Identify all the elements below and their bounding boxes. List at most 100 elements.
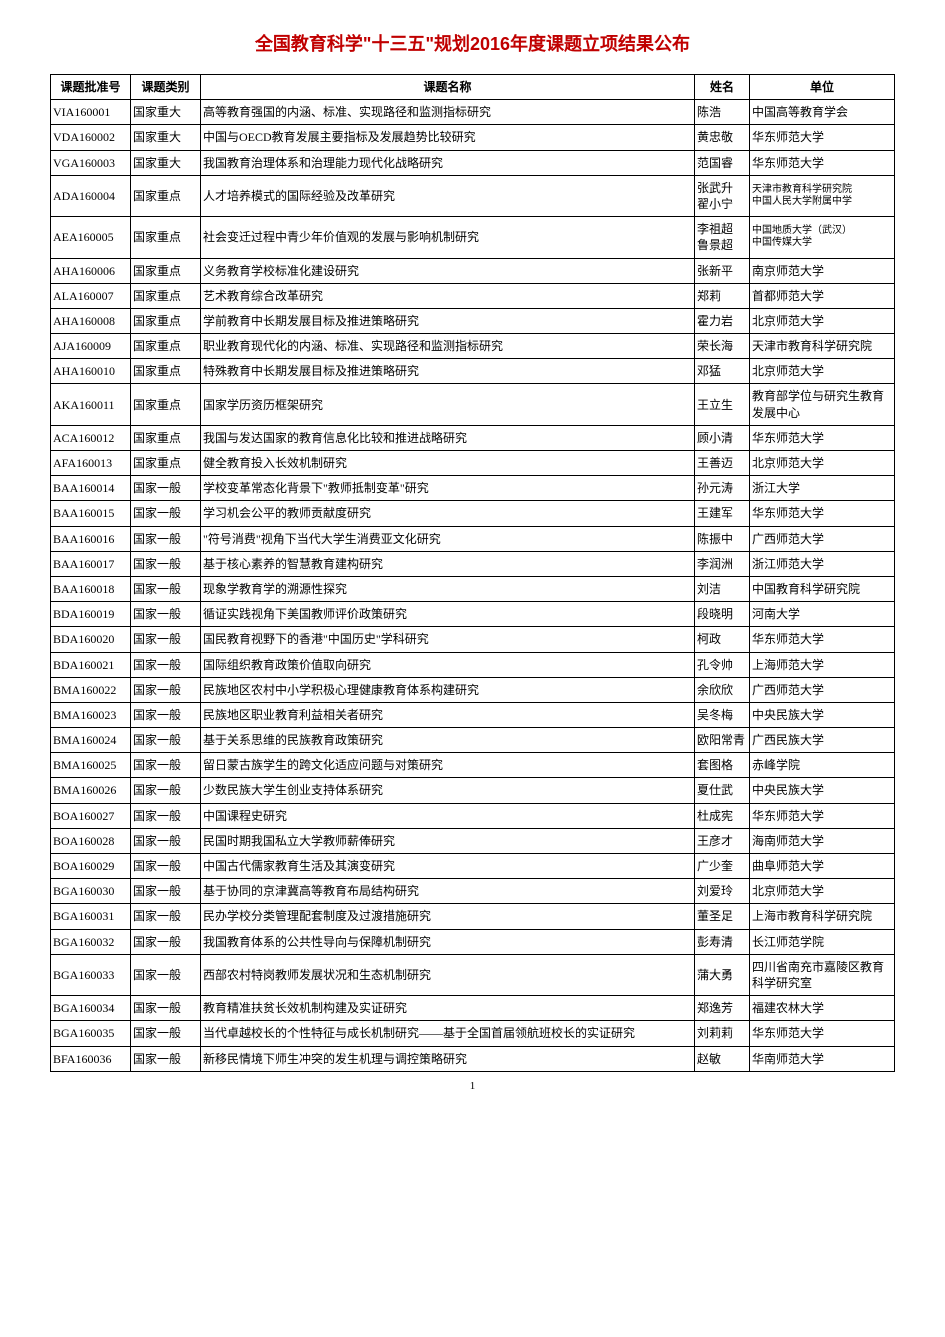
cell-unit: 河南大学 <box>750 602 895 627</box>
cell-cat: 国家重点 <box>131 359 201 384</box>
table-row: BGA160035国家一般当代卓越校长的个性特征与成长机制研究——基于全国首届领… <box>51 1021 895 1046</box>
cell-unit: 华东师范大学 <box>750 125 895 150</box>
cell-name: 孔令帅 <box>695 652 750 677</box>
cell-unit: 广西师范大学 <box>750 526 895 551</box>
cell-name: 广少奎 <box>695 854 750 879</box>
cell-name: 柯政 <box>695 627 750 652</box>
cell-name: 顾小清 <box>695 425 750 450</box>
table-row: BDA160019国家一般循证实践视角下美国教师评价政策研究段晓明河南大学 <box>51 602 895 627</box>
cell-unit: 赤峰学院 <box>750 753 895 778</box>
cell-unit: 中国地质大学（武汉）中国传媒大学 <box>750 217 895 258</box>
cell-name: 霍力岩 <box>695 308 750 333</box>
cell-id: ALA160007 <box>51 283 131 308</box>
cell-unit: 北京师范大学 <box>750 308 895 333</box>
table-row: AFA160013国家重点健全教育投入长效机制研究王善迈北京师范大学 <box>51 451 895 476</box>
table-row: BOA160027国家一般中国课程史研究杜成宪华东师范大学 <box>51 803 895 828</box>
cell-unit: 华东师范大学 <box>750 803 895 828</box>
cell-cat: 国家一般 <box>131 576 201 601</box>
cell-unit: 上海师范大学 <box>750 652 895 677</box>
cell-topic: 国家学历资历框架研究 <box>201 384 695 425</box>
cell-name: 彭寿清 <box>695 929 750 954</box>
cell-id: AHA160008 <box>51 308 131 333</box>
cell-id: BGA160033 <box>51 954 131 995</box>
cell-cat: 国家一般 <box>131 501 201 526</box>
cell-name: 段晓明 <box>695 602 750 627</box>
cell-name: 张武升翟小宁 <box>695 175 750 216</box>
cell-id: BGA160034 <box>51 996 131 1021</box>
cell-topic: 学前教育中长期发展目标及推进策略研究 <box>201 308 695 333</box>
cell-topic: 民族地区职业教育利益相关者研究 <box>201 702 695 727</box>
cell-cat: 国家重点 <box>131 334 201 359</box>
cell-topic: 人才培养模式的国际经验及改革研究 <box>201 175 695 216</box>
cell-topic: 少数民族大学生创业支持体系研究 <box>201 778 695 803</box>
cell-name: 董圣足 <box>695 904 750 929</box>
table-row: BMA160023国家一般民族地区职业教育利益相关者研究吴冬梅中央民族大学 <box>51 702 895 727</box>
cell-topic: 学校变革常态化背景下"教师抵制变革"研究 <box>201 476 695 501</box>
cell-name: 黄忠敬 <box>695 125 750 150</box>
table-row: BGA160033国家一般西部农村特岗教师发展状况和生态机制研究蒲大勇四川省南充… <box>51 954 895 995</box>
cell-topic: 循证实践视角下美国教师评价政策研究 <box>201 602 695 627</box>
cell-id: BMA160026 <box>51 778 131 803</box>
cell-unit: 首都师范大学 <box>750 283 895 308</box>
cell-id: BAA160016 <box>51 526 131 551</box>
cell-id: AKA160011 <box>51 384 131 425</box>
cell-unit: 华东师范大学 <box>750 627 895 652</box>
cell-id: BAA160018 <box>51 576 131 601</box>
cell-topic: 中国古代儒家教育生活及其演变研究 <box>201 854 695 879</box>
cell-id: BDA160021 <box>51 652 131 677</box>
table-row: BAA160015国家一般学习机会公平的教师贡献度研究王建军华东师范大学 <box>51 501 895 526</box>
cell-name: 陈浩 <box>695 100 750 125</box>
cell-id: BMA160022 <box>51 677 131 702</box>
cell-id: ADA160004 <box>51 175 131 216</box>
cell-cat: 国家一般 <box>131 803 201 828</box>
cell-id: BMA160023 <box>51 702 131 727</box>
cell-cat: 国家一般 <box>131 854 201 879</box>
table-row: BMA160025国家一般留日蒙古族学生的跨文化适应问题与对策研究套图格赤峰学院 <box>51 753 895 778</box>
table-row: BMA160026国家一般少数民族大学生创业支持体系研究夏仕武中央民族大学 <box>51 778 895 803</box>
cell-cat: 国家重点 <box>131 217 201 258</box>
table-row: AJA160009国家重点职业教育现代化的内涵、标准、实现路径和监测指标研究荣长… <box>51 334 895 359</box>
cell-cat: 国家一般 <box>131 1046 201 1071</box>
cell-name: 刘爱玲 <box>695 879 750 904</box>
cell-cat: 国家一般 <box>131 753 201 778</box>
cell-cat: 国家重点 <box>131 258 201 283</box>
cell-unit: 华东师范大学 <box>750 1021 895 1046</box>
table-row: BOA160029国家一般中国古代儒家教育生活及其演变研究广少奎曲阜师范大学 <box>51 854 895 879</box>
table-row: BAA160016国家一般"符号消费"视角下当代大学生消费亚文化研究陈振中广西师… <box>51 526 895 551</box>
cell-unit: 福建农林大学 <box>750 996 895 1021</box>
cell-id: BGA160032 <box>51 929 131 954</box>
cell-id: BGA160035 <box>51 1021 131 1046</box>
table-row: ALA160007国家重点艺术教育综合改革研究郑莉首都师范大学 <box>51 283 895 308</box>
cell-cat: 国家一般 <box>131 728 201 753</box>
cell-unit: 华东师范大学 <box>750 150 895 175</box>
table-row: ACA160012国家重点我国与发达国家的教育信息化比较和推进战略研究顾小清华东… <box>51 425 895 450</box>
cell-topic: 民国时期我国私立大学教师薪俸研究 <box>201 828 695 853</box>
cell-topic: 基于关系思维的民族教育政策研究 <box>201 728 695 753</box>
cell-id: VGA160003 <box>51 150 131 175</box>
table-row: AKA160011国家重点国家学历资历框架研究王立生教育部学位与研究生教育发展中… <box>51 384 895 425</box>
cell-unit: 北京师范大学 <box>750 451 895 476</box>
cell-name: 王善迈 <box>695 451 750 476</box>
table-row: BOA160028国家一般民国时期我国私立大学教师薪俸研究王彦才海南师范大学 <box>51 828 895 853</box>
cell-unit: 广西师范大学 <box>750 677 895 702</box>
table-header-row: 课题批准号 课题类别 课题名称 姓名 单位 <box>51 75 895 100</box>
cell-name: 郑逸芳 <box>695 996 750 1021</box>
cell-topic: 国民教育视野下的香港"中国历史"学科研究 <box>201 627 695 652</box>
cell-topic: 健全教育投入长效机制研究 <box>201 451 695 476</box>
cell-id: BOA160028 <box>51 828 131 853</box>
cell-id: BFA160036 <box>51 1046 131 1071</box>
cell-id: VIA160001 <box>51 100 131 125</box>
cell-name: 郑莉 <box>695 283 750 308</box>
cell-topic: 社会变迁过程中青少年价值观的发展与影响机制研究 <box>201 217 695 258</box>
cell-topic: "符号消费"视角下当代大学生消费亚文化研究 <box>201 526 695 551</box>
cell-unit: 长江师范学院 <box>750 929 895 954</box>
table-row: BGA160030国家一般基于协同的京津冀高等教育布局结构研究刘爱玲北京师范大学 <box>51 879 895 904</box>
table-row: BAA160017国家一般基于核心素养的智慧教育建构研究李润洲浙江师范大学 <box>51 551 895 576</box>
cell-unit: 北京师范大学 <box>750 879 895 904</box>
cell-unit: 天津市教育科学研究院 <box>750 334 895 359</box>
cell-unit: 中国高等教育学会 <box>750 100 895 125</box>
cell-cat: 国家一般 <box>131 1021 201 1046</box>
cell-unit: 天津市教育科学研究院中国人民大学附属中学 <box>750 175 895 216</box>
cell-name: 刘洁 <box>695 576 750 601</box>
cell-unit: 浙江大学 <box>750 476 895 501</box>
